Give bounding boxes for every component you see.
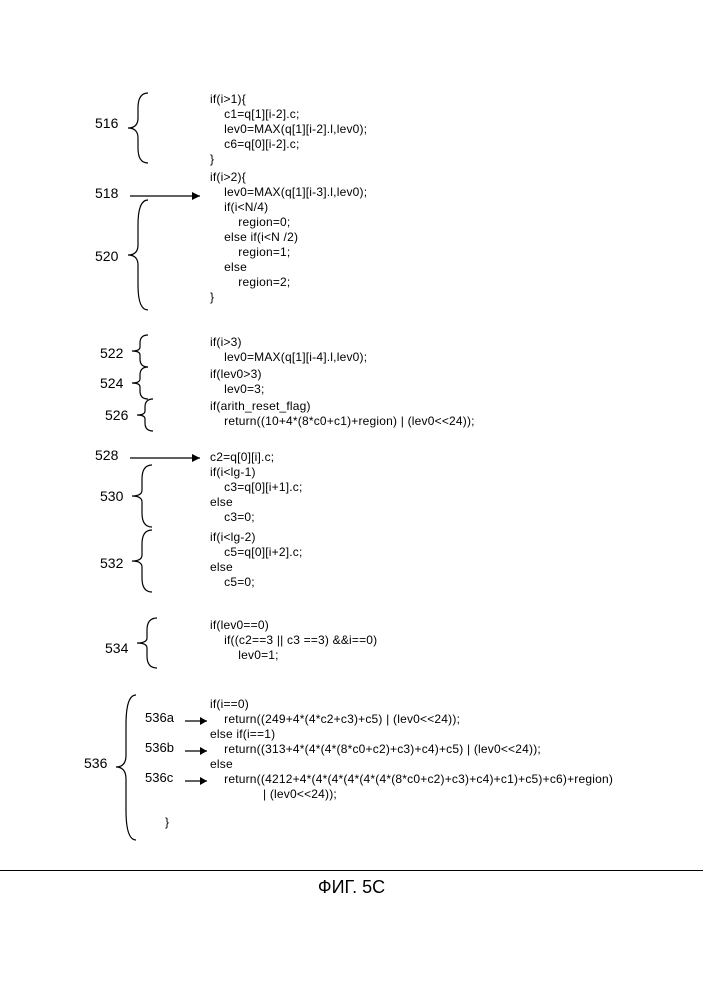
code-534: if(lev0==0) if((c2==3 || c3 ==3) &&i==0)… — [210, 618, 377, 663]
label-530: 530 — [100, 488, 123, 504]
brace-526 — [137, 399, 157, 431]
page: 516 if(i>1){ c1=q[1][i-2].c; lev0=MAX(q[… — [0, 0, 703, 1000]
code-536c: return((4212+4*(4*(4*(4*(4*(4*(8*c0+c2)+… — [210, 772, 613, 802]
brace-532 — [132, 530, 156, 592]
label-536b: 536b — [145, 740, 174, 755]
code-536b: return((313+4*(4*(4*(8*c0+c2)+c3)+c4)+c5… — [210, 742, 541, 757]
label-524: 524 — [100, 375, 123, 391]
code-536-if0: if(i==0) — [210, 697, 249, 712]
arrow-528 — [130, 453, 208, 463]
code-516: if(i>1){ c1=q[1][i-2].c; lev0=MAX(q[1][i… — [210, 92, 367, 167]
brace-516 — [128, 93, 152, 163]
brace-522 — [132, 335, 152, 367]
label-536a: 536a — [145, 710, 174, 725]
code-536a: return((249+4*(4*c2+c3)+c5) | (lev0<<24)… — [210, 712, 460, 727]
code-536-end: } — [165, 815, 169, 830]
code-518: if(i>2){ lev0=MAX(q[1][i-3].l,lev0); — [210, 170, 367, 200]
label-520: 520 — [95, 248, 118, 264]
code-530: if(i<lg-1) c3=q[0][i+1].c; else c3=0; — [210, 465, 303, 525]
brace-520 — [128, 200, 152, 310]
brace-524 — [132, 367, 152, 399]
code-528: c2=q[0][i].c; — [210, 450, 274, 465]
brace-534 — [137, 618, 161, 668]
label-528: 528 — [95, 447, 118, 463]
label-522: 522 — [100, 345, 123, 361]
brace-536 — [116, 695, 140, 840]
label-534: 534 — [105, 640, 128, 656]
label-532: 532 — [100, 555, 123, 571]
figure-caption: ФИГ. 5C — [0, 870, 703, 898]
label-536: 536 — [84, 755, 107, 771]
label-526: 526 — [105, 407, 128, 423]
label-516: 516 — [95, 115, 118, 131]
brace-530 — [132, 465, 156, 527]
code-520: if(i<N/4) region=0; else if(i<N /2) regi… — [210, 200, 298, 305]
code-536-else: else — [210, 757, 233, 772]
label-536c: 536c — [145, 770, 173, 785]
code-536-elif: else if(i==1) — [210, 727, 275, 742]
label-518: 518 — [95, 185, 118, 201]
code-526: if(arith_reset_flag) return((10+4*(8*c0+… — [210, 399, 475, 429]
code-524: if(lev0>3) lev0=3; — [210, 367, 265, 397]
code-532: if(i<lg-2) c5=q[0][i+2].c; else c5=0; — [210, 530, 303, 590]
code-522: if(i>3) lev0=MAX(q[1][i-4].l,lev0); — [210, 335, 367, 365]
